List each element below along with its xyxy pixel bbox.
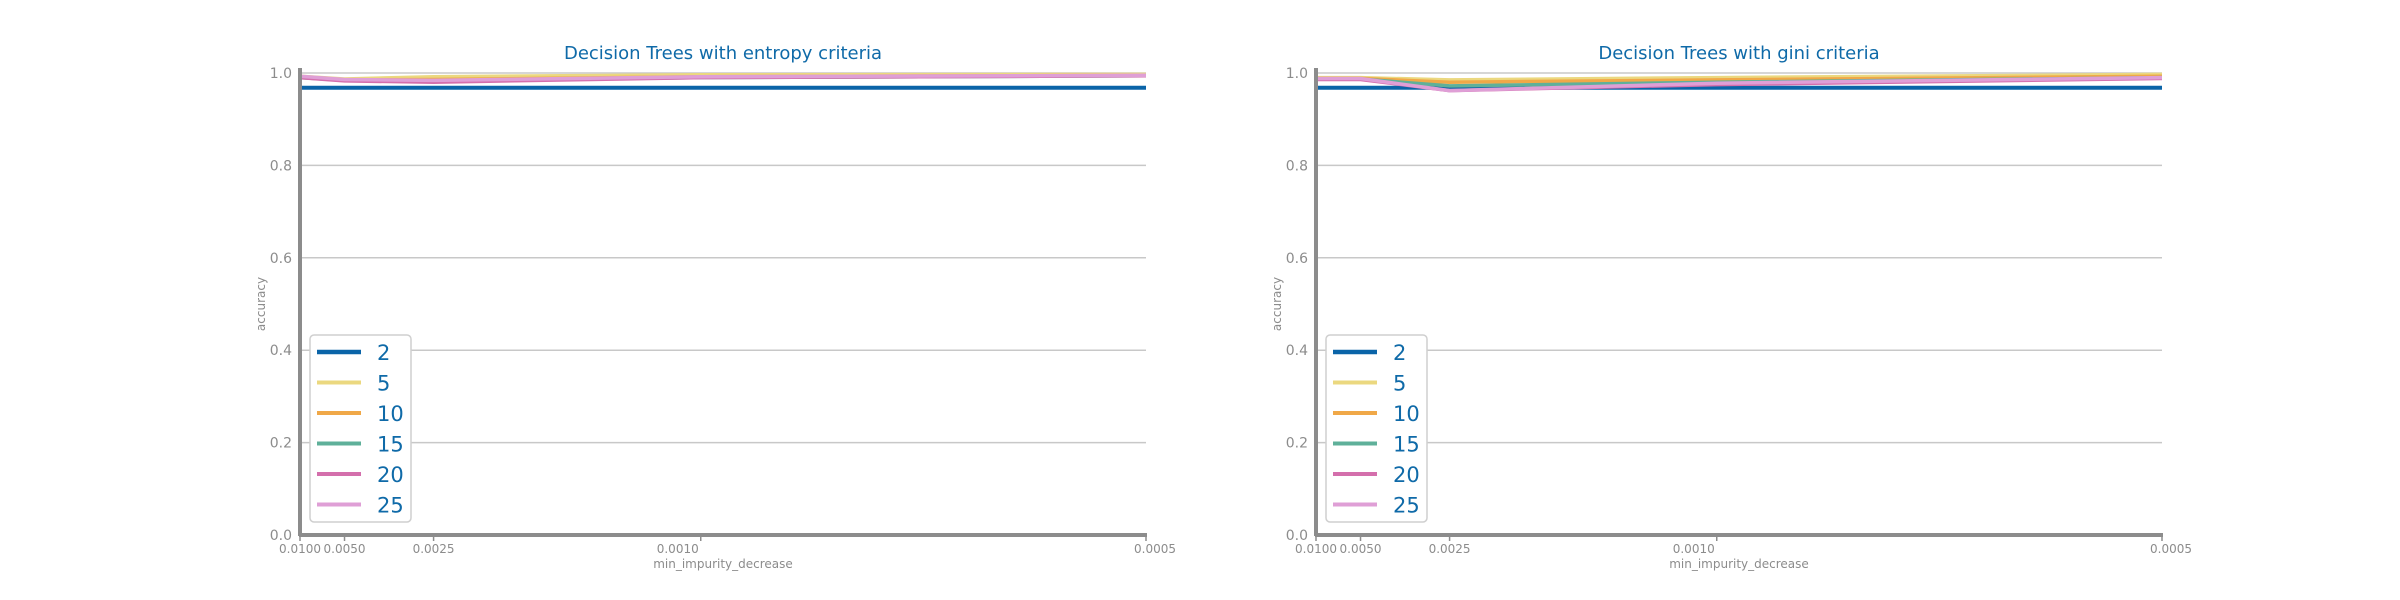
y-tick-label: 1.0 [1286,66,1308,82]
y-tick-label: 0.4 [270,343,292,359]
series-line-25 [1316,75,2163,93]
y-tick-label: 1.0 [270,66,292,82]
x-tick-label: 0.0010 [1673,542,1715,556]
x-tick-label: 0.0005 [1134,542,1176,556]
legend-label-2: 2 [377,341,390,365]
legend-label-15: 15 [377,433,404,457]
y-axis-label: accuracy [1270,277,1284,331]
x-tick-label: 0.0025 [1429,542,1471,556]
chart-panel-2: Decision Trees with gini criteria 0.0 0.2 0… [1270,43,2192,571]
x-tick-label: 0.0050 [1340,542,1382,556]
x-tick-label: 0.0005 [2150,542,2192,556]
x-tick-label: 0.0100 [1295,542,1337,556]
chart-title: Decision Trees with gini criteria [1598,43,1879,64]
y-tick-label: 0.8 [1286,158,1308,174]
y-axis-label: accuracy [254,277,268,331]
legend-label-10: 10 [1393,402,1420,426]
chart-title: Decision Trees with entropy criteria [564,43,882,64]
x-axis-label: min_impurity_decrease [653,557,793,571]
legend-label-5: 5 [377,372,390,396]
y-tick-label: 0.2 [1286,436,1308,452]
y-tick-label: 0.0 [270,528,292,544]
legend-label-2: 2 [1393,341,1406,365]
x-tick-label: 0.0025 [413,542,455,556]
legend-label-25: 25 [377,494,404,518]
legend-label-5: 5 [1393,372,1406,396]
legend-label-20: 20 [377,463,404,487]
legend-label-20: 20 [1393,463,1420,487]
legend-label-10: 10 [377,402,404,426]
legend-label-15: 15 [1393,433,1420,457]
x-tick-label: 0.0010 [657,542,699,556]
x-tick-label: 0.0100 [279,542,321,556]
y-tick-label: 0.4 [1286,343,1308,359]
x-axis-label: min_impurity_decrease [1669,557,1809,571]
y-tick-label: 0.0 [1286,528,1308,544]
series-line-25 [299,73,1147,83]
y-tick-label: 0.2 [270,436,292,452]
x-tick-label: 0.0050 [324,542,366,556]
y-tick-label: 0.6 [270,251,292,267]
y-tick-label: 0.6 [1286,251,1308,267]
chart-panel-1: Decision Trees with entropy criteria0.00… [254,43,1176,571]
legend-label-25: 25 [1393,494,1420,518]
y-tick-label: 0.8 [270,158,292,174]
